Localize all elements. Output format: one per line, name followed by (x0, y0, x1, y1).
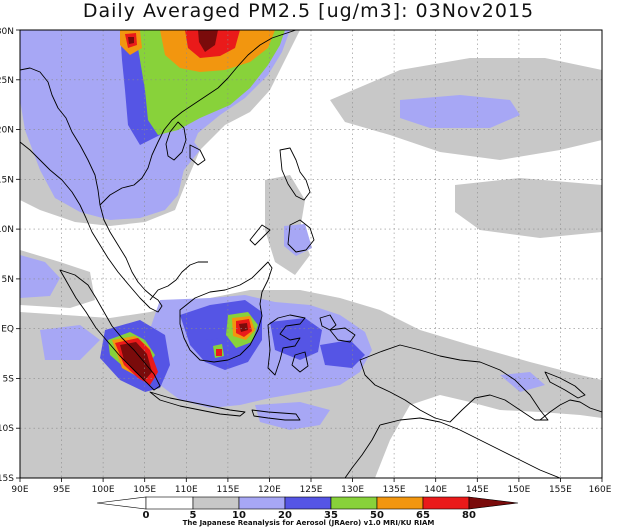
lon-label: 110E (175, 485, 198, 495)
colorbar-segment (376, 496, 424, 510)
lon-label: 100E (92, 485, 115, 495)
lat-label: EQ (1, 325, 14, 335)
colorbar-segment (422, 496, 470, 510)
lat-label: 25N (0, 76, 14, 86)
colorbar-label: 50 (370, 510, 384, 521)
tick-marks (16, 29, 603, 482)
coastlines (20, 30, 602, 478)
lat-label: 10S (0, 424, 14, 434)
colorbar-label: 20 (278, 510, 292, 521)
colorbar-segment (284, 496, 332, 510)
lat-label: 5S (3, 374, 15, 384)
lon-label: 120E (258, 485, 281, 495)
lon-label: 160E (589, 485, 612, 495)
lon-label: 145E (466, 485, 489, 495)
colorbar-segment (192, 496, 240, 510)
lon-label: 115E (216, 485, 239, 495)
lat-label: 10N (0, 225, 14, 235)
credit-text: The Japanese Reanalysis for Aerosol (JRA… (182, 519, 435, 527)
map-title: Daily Averaged PM2.5 [ug/m3]: 03Nov2015 (82, 0, 535, 22)
lon-label: 130E (341, 485, 364, 495)
lat-label: 30N (0, 27, 14, 37)
colorbar-label: 5 (190, 510, 197, 521)
colorbar-label: 80 (462, 510, 476, 521)
pollution-field (20, 30, 602, 478)
colorbar-labels: 0 5 10 20 35 50 65 80 (143, 510, 476, 521)
lat-label: 20N (0, 126, 14, 136)
lat-label: 15S (0, 474, 14, 484)
lon-label: 155E (549, 485, 572, 495)
lon-labels: 90E 95E 100E 105E 110E 115E 120E 125E 13… (11, 485, 611, 495)
lat-label: 5N (2, 275, 14, 285)
colorbar-label: 65 (416, 510, 430, 521)
lon-label: 90E (11, 485, 28, 495)
lon-label: 150E (507, 485, 530, 495)
lon-label: 140E (424, 485, 447, 495)
lon-label: 105E (133, 485, 156, 495)
colorbar-segment (238, 496, 286, 510)
colorbar-segment-darkred (468, 496, 519, 510)
colorbar-segment (145, 496, 194, 510)
lat-label: 15N (0, 175, 14, 185)
lon-label: 125E (300, 485, 323, 495)
colorbar (96, 496, 519, 510)
lon-label: 95E (53, 485, 70, 495)
colorbar-label: 0 (143, 510, 150, 521)
colorbar-segment-white (96, 496, 147, 510)
colorbar-segment (330, 496, 378, 510)
colorbar-label: 10 (232, 510, 246, 521)
colorbar-label: 35 (324, 510, 338, 521)
lon-label: 135E (383, 485, 406, 495)
lat-labels: 15S 10S 5S EQ 5N 10N 15N 20N 25N 30N (0, 27, 14, 484)
